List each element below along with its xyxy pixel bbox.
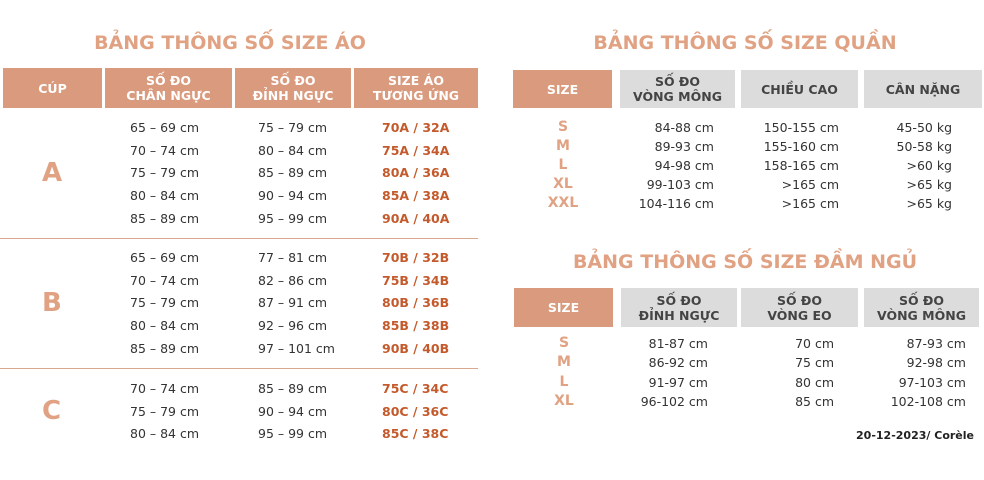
weight-value: 50-58 kg: [896, 139, 952, 154]
underbust-value: 75 – 79 cm: [130, 165, 200, 181]
size-label: XL: [553, 176, 573, 192]
bust-value: 90 – 94 cm: [258, 403, 328, 419]
bust-value: 86-92 cm: [648, 355, 708, 371]
bra-title: BẢNG THÔNG SỐ SIZE ÁO: [94, 32, 366, 54]
size-label: L: [558, 157, 568, 173]
size-label: XL: [554, 392, 574, 409]
hip-value: 102-108 cm: [890, 393, 966, 409]
weight-value: 45-50 kg: [896, 120, 952, 135]
underbust-value: 65 – 69 cm: [130, 250, 200, 265]
bust-value: 95 – 99 cm: [258, 426, 328, 442]
size-label: M: [556, 138, 570, 154]
bra-size-value: 85A / 38A: [382, 188, 450, 204]
underbust-value: 80 – 84 cm: [130, 426, 200, 442]
dress-header-cell: SIZE: [514, 288, 613, 327]
pants-title: BẢNG THÔNG SỐ SIZE QUẦN: [593, 32, 897, 54]
bust-value: 80 – 84 cm: [258, 142, 328, 158]
size-label: M: [557, 354, 571, 371]
bust-value: 81-87 cm: [648, 336, 708, 351]
hip-value: 89-93 cm: [654, 139, 714, 154]
underbust-value: 75 – 79 cm: [130, 295, 200, 311]
underbust-value: 65 – 69 cm: [130, 120, 200, 135]
bust-value: 77 – 81 cm: [258, 250, 328, 265]
waist-value: 70 cm: [795, 336, 834, 351]
bust-value: 95 – 99 cm: [258, 210, 328, 226]
height-value: >165 cm: [781, 196, 839, 211]
bra-header-cell: SỐ ĐO ĐỈNH NGỰC: [235, 68, 351, 108]
bra-size-value: 90B / 40B: [382, 340, 450, 356]
waist-value: 80 cm: [795, 374, 834, 390]
bust-value: 96-102 cm: [640, 393, 708, 409]
footer-date-brand: 20-12-2023/ Corèle: [856, 429, 974, 442]
waist-value: 75 cm: [795, 355, 834, 371]
bust-value: 87 – 91 cm: [258, 295, 328, 311]
hip-value: 84-88 cm: [654, 120, 714, 135]
height-value: 155-160 cm: [763, 139, 839, 154]
pants-header-cell: SỐ ĐO VÒNG MÔNG: [620, 70, 735, 108]
pants-header-cell: CÂN NẶNG: [864, 70, 982, 108]
hip-value: 99-103 cm: [646, 177, 714, 192]
underbust-value: 80 – 84 cm: [130, 188, 200, 204]
group-divider: [0, 368, 478, 369]
bust-value: 90 – 94 cm: [258, 188, 328, 204]
waist-value: 85 cm: [795, 393, 834, 409]
underbust-value: 85 – 89 cm: [130, 340, 200, 356]
dress-header-cell: SỐ ĐO ĐỈNH NGỰC: [621, 288, 737, 327]
cup-label: A: [42, 157, 63, 188]
pants-header-cell: CHIỀU CAO: [741, 70, 858, 108]
bra-size-value: 70A / 32A: [382, 120, 450, 135]
bra-size-value: 75C / 34C: [382, 381, 449, 396]
underbust-value: 70 – 74 cm: [130, 142, 200, 158]
weight-value: >65 kg: [906, 196, 952, 211]
bust-value: 75 – 79 cm: [258, 120, 328, 135]
height-value: >165 cm: [781, 177, 839, 192]
underbust-value: 80 – 84 cm: [130, 318, 200, 334]
hip-value: 87-93 cm: [906, 336, 966, 351]
pants-header-cell: SIZE: [513, 70, 612, 108]
dress-header-cell: SỐ ĐO VÒNG MÔNG: [864, 288, 979, 327]
bust-value: 91-97 cm: [648, 374, 708, 390]
size-label: XXL: [547, 195, 579, 211]
bra-size-value: 85C / 38C: [382, 426, 449, 442]
hip-value: 97-103 cm: [898, 374, 966, 390]
bust-value: 85 – 89 cm: [258, 165, 328, 181]
group-divider: [0, 238, 478, 239]
dress-title: BẢNG THÔNG SỐ SIZE ĐẦM NGỦ: [572, 251, 918, 273]
bust-value: 92 – 96 cm: [258, 318, 328, 334]
underbust-value: 70 – 74 cm: [130, 381, 200, 396]
underbust-value: 75 – 79 cm: [130, 403, 200, 419]
height-value: 158-165 cm: [763, 158, 839, 173]
size-label: S: [558, 335, 570, 351]
hip-value: 92-98 cm: [906, 355, 966, 371]
hip-value: 104-116 cm: [638, 196, 714, 211]
bra-size-value: 80A / 36A: [382, 165, 450, 181]
bra-size-value: 90A / 40A: [382, 210, 450, 226]
bra-header-cell: CÚP: [3, 68, 102, 108]
bra-size-value: 80C / 36C: [382, 403, 449, 419]
bra-size-value: 80B / 36B: [382, 295, 450, 311]
underbust-value: 85 – 89 cm: [130, 210, 200, 226]
bra-header-cell: SỐ ĐO CHÂN NGỰC: [105, 68, 232, 108]
bust-value: 97 – 101 cm: [258, 340, 335, 356]
hip-value: 94-98 cm: [654, 158, 714, 173]
bra-size-value: 85B / 38B: [382, 318, 450, 334]
cup-label: C: [42, 396, 62, 427]
bra-header-cell: SIZE ÁO TƯƠNG ỨNG: [354, 68, 478, 108]
weight-value: >65 kg: [906, 177, 952, 192]
underbust-value: 70 – 74 cm: [130, 272, 200, 288]
bra-size-value: 75A / 34A: [382, 142, 450, 158]
size-label: S: [557, 119, 569, 135]
height-value: 150-155 cm: [763, 120, 839, 135]
bust-value: 85 – 89 cm: [258, 381, 328, 396]
dress-header-cell: SỐ ĐO VÒNG EO: [741, 288, 858, 327]
bra-size-value: 70B / 32B: [382, 250, 450, 265]
cup-label: B: [42, 287, 62, 318]
bust-value: 82 – 86 cm: [258, 272, 328, 288]
size-label: L: [559, 373, 569, 390]
weight-value: >60 kg: [906, 158, 952, 173]
bra-size-value: 75B / 34B: [382, 272, 450, 288]
